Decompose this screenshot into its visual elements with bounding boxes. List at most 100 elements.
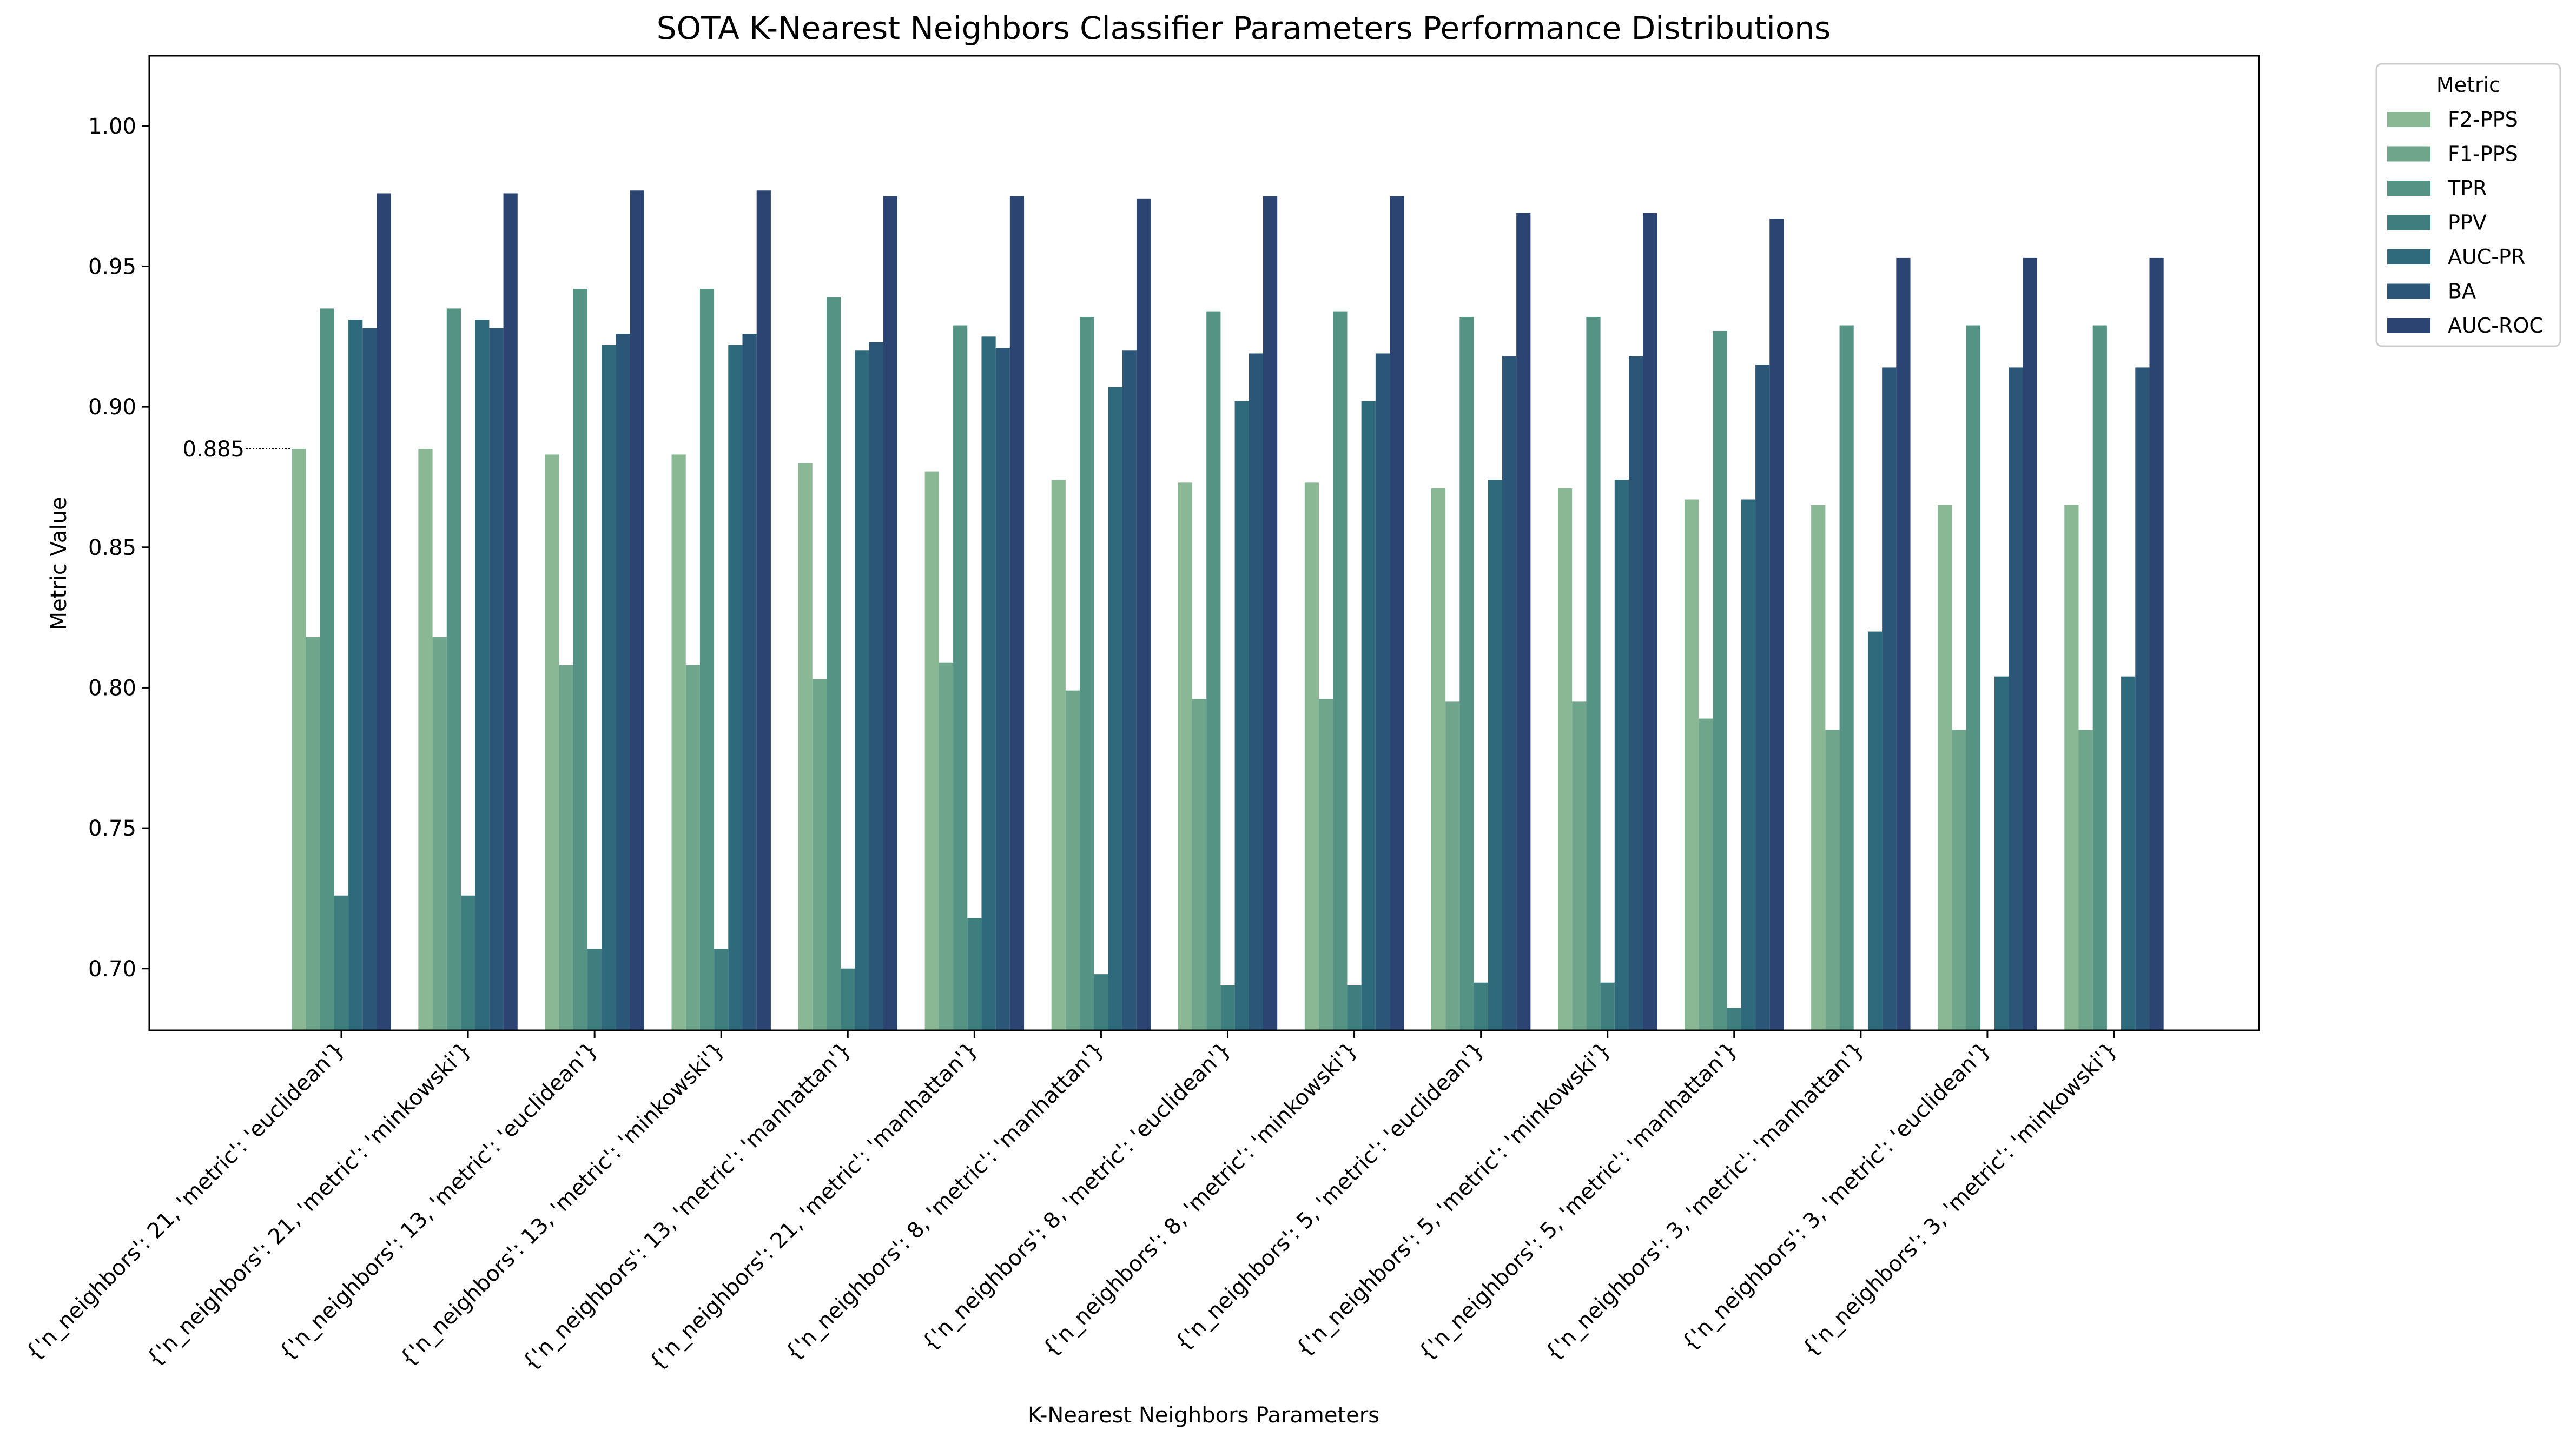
legend-swatch <box>2387 215 2430 230</box>
bar <box>2121 676 2136 1030</box>
bar <box>2149 257 2164 1030</box>
bar <box>1629 356 1643 1031</box>
bar <box>1234 401 1249 1030</box>
bar <box>1867 631 1883 1030</box>
bar <box>630 190 644 1030</box>
bar <box>1094 974 1108 1030</box>
bar <box>475 320 490 1030</box>
legend-label: BA <box>2448 280 2476 303</box>
legend-label: TPR <box>2447 176 2487 200</box>
plot-frame <box>148 55 2260 1031</box>
bar <box>306 637 320 1030</box>
bar <box>1516 213 1531 1030</box>
bar <box>1192 699 1207 1030</box>
bar <box>1431 488 1446 1030</box>
legend-swatch <box>2387 249 2430 264</box>
bar <box>446 308 461 1030</box>
bar <box>2009 367 2023 1031</box>
chart-title: SOTA K-Nearest Neighbors Classifier Para… <box>657 10 1831 47</box>
bar <box>1769 219 1784 1031</box>
legend: Metric F2-PPS F1-PPS TPR PPV AUC-PR BA AUC-ROC <box>2375 63 2561 347</box>
y-tick-label: 1.00 <box>88 114 136 139</box>
bar <box>1122 350 1137 1030</box>
bar <box>573 289 588 1030</box>
legend-box <box>2375 63 2561 347</box>
bar <box>1375 353 1390 1030</box>
bar <box>812 679 827 1030</box>
bar <box>2135 367 2150 1031</box>
bar <box>1896 257 1911 1030</box>
bar <box>1502 356 1517 1031</box>
bar <box>1263 196 1278 1030</box>
bar <box>1108 387 1122 1030</box>
bar <box>756 190 771 1030</box>
bar <box>432 637 447 1030</box>
bar <box>587 949 602 1030</box>
bar <box>2023 257 2037 1030</box>
bars-layer <box>292 190 2164 1031</box>
bar <box>1727 1008 1741 1030</box>
bar <box>685 665 700 1030</box>
bar <box>1347 985 1362 1030</box>
bar <box>1614 480 1629 1030</box>
bar <box>616 334 630 1030</box>
bar <box>602 345 616 1030</box>
y-tick-label: 0.90 <box>88 395 136 420</box>
bar <box>714 949 729 1030</box>
bar <box>1699 718 1713 1030</box>
legend-swatch <box>2387 318 2430 333</box>
bar <box>728 345 743 1030</box>
bar <box>1361 401 1376 1030</box>
bar <box>869 342 883 1031</box>
bar <box>489 328 504 1030</box>
bar <box>377 193 391 1031</box>
bar <box>348 320 363 1030</box>
bar <box>995 348 1010 1030</box>
legend-items: F2-PPS F1-PPS TPR PPV AUC-PR BA AUC-ROC <box>2387 108 2544 337</box>
bar <box>292 449 306 1030</box>
bar <box>798 463 813 1030</box>
bar <box>1839 325 1854 1030</box>
bar <box>1178 482 1192 1030</box>
bar <box>2092 325 2107 1030</box>
bar <box>1811 505 1826 1030</box>
bar <box>1994 676 2009 1030</box>
bar <box>1755 365 1770 1030</box>
bar <box>981 336 996 1030</box>
bar <box>1572 701 1587 1030</box>
bar <box>883 196 897 1030</box>
bar <box>1586 316 1601 1031</box>
bar <box>699 289 715 1030</box>
legend-swatch <box>2387 146 2430 162</box>
bar <box>1600 982 1615 1030</box>
legend-swatch <box>2387 112 2430 127</box>
bar <box>1445 701 1460 1030</box>
bar <box>1459 316 1474 1031</box>
bar <box>924 471 939 1030</box>
bar <box>545 454 559 1031</box>
bar <box>362 328 377 1030</box>
legend-label: F1-PPS <box>2448 142 2518 166</box>
bar <box>1643 213 1657 1030</box>
bar <box>1304 482 1319 1030</box>
bar <box>939 662 954 1030</box>
legend-swatch <box>2387 283 2430 299</box>
bar <box>1825 730 1840 1030</box>
legend-title: Metric <box>2436 73 2500 97</box>
bar <box>1558 488 1573 1030</box>
bar <box>1488 480 1502 1030</box>
bar <box>953 325 968 1030</box>
bar <box>1206 311 1221 1030</box>
bar <box>334 895 349 1030</box>
y-axis-label: Metric Value <box>47 497 71 631</box>
bar <box>1966 325 1980 1030</box>
bar <box>967 918 982 1030</box>
y-tick-label: 0.95 <box>88 254 136 279</box>
bar <box>855 350 869 1030</box>
bar <box>320 308 334 1030</box>
bar <box>2064 505 2079 1030</box>
bar <box>418 449 433 1030</box>
y-tick-label: 0.85 <box>88 535 136 560</box>
legend-label: AUC-ROC <box>2448 314 2544 337</box>
bar <box>1220 985 1235 1030</box>
